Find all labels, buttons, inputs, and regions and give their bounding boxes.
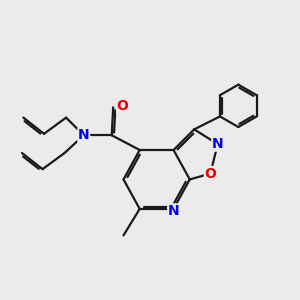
Text: N: N: [212, 137, 224, 151]
Text: N: N: [168, 204, 179, 218]
Text: O: O: [204, 167, 216, 181]
Text: O: O: [117, 99, 129, 113]
Text: N: N: [78, 128, 90, 142]
